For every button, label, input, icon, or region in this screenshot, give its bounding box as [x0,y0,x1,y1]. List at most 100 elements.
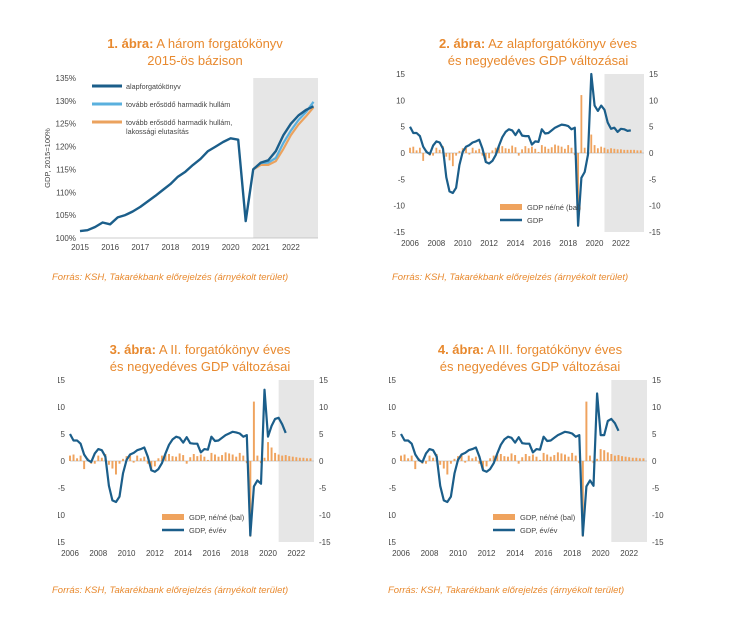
y-tick-label-right: 10 [649,96,658,105]
gdp-qoq-bar [475,150,477,153]
gdp-qoq-bar [69,455,71,461]
gdp-qoq-bar [277,454,280,461]
y-tick-label: 105% [56,211,76,220]
gdp-qoq-bar [524,453,527,461]
y-tick-label-right: -10 [649,202,661,211]
x-tick-label: 2020 [259,549,277,558]
legend-label-line: lakossági elutasítás [126,127,189,136]
gdp-qoq-bar [494,147,497,153]
gdp-qoq-bar [432,457,435,461]
gdp-qoq-bar [305,458,308,461]
x-tick-label: 2019 [192,243,210,252]
legend-label-line: alapforgatókönyv [126,82,181,91]
gdp-qoq-bar [514,455,517,461]
gdp-qoq-bar [478,148,481,153]
x-tick-label: 2022 [620,549,638,558]
gdp-qoq-bar [178,453,181,461]
gdp-qoq-bar [557,145,560,153]
gdp-qoq-bar [571,452,574,461]
gdp-qoq-bar [93,461,96,464]
gdp-qoq-bar [542,452,545,461]
x-tick-label: 2016 [101,243,119,252]
gdp-qoq-bar [122,458,125,461]
x-tick-label: 2008 [89,549,107,558]
chart-4: -15 -15 -10 -10 -5 -5 0 0 5 5 10 10 15 15 2006 2008 2010… [389,376,664,558]
x-tick-label: 2010 [449,549,467,558]
gdp-qoq-bar [550,147,553,153]
gdp-qoq-bar [553,455,556,461]
x-tick-label: 2022 [612,239,630,248]
chart-2-number: 2. ábra: [438,36,486,51]
y-tick-label: 100% [56,234,76,243]
y-tick-label-right: 0 [319,457,324,466]
gdp-qoq-bar [596,458,599,461]
gdp-qoq-bar [465,147,467,153]
gdp-qoq-bar [521,149,523,153]
gdp-qoq-bar [617,455,620,461]
y-tick-label-left: 0 [392,457,397,466]
gdp-qoq-bar [196,456,199,461]
gdp-qoq-bar [535,456,538,461]
gdp-qoq-bar [403,454,406,461]
y-tick-label-right: 15 [649,70,658,79]
x-tick-label: 2018 [563,549,581,558]
gdp-qoq-bar [221,455,224,461]
gdp-qoq-bar [206,459,209,461]
gdp-qoq-bar [546,454,549,461]
y-tick-label: 115% [56,165,76,174]
chart-4-title: 4. ábra: A III. forgatókönyv éves és neg… [370,324,690,375]
chart-3-number: 3. ábra: [109,342,156,357]
y-tick-label-right: 0 [652,457,657,466]
y-tick-label-left: -15 [58,538,66,547]
gdp-qoq-bar [464,461,467,463]
gdp-qoq-bar [448,153,451,161]
x-tick-label: 2014 [174,549,192,558]
x-tick-label: 2018 [559,239,577,248]
gdp-qoq-bar [150,461,153,470]
legend-label-bar: GDP, né/né (bal) [189,513,245,522]
gdp-qoq-bar [488,153,491,159]
y-tick-label-left: 15 [389,376,397,385]
x-tick-label: 2017 [131,243,149,252]
gdp-qoq-bar [460,455,463,461]
gdp-qoq-bar [238,452,241,461]
gdp-qoq-bar [585,401,588,461]
gdp-qoq-bar [418,147,421,153]
gdp-qoq-bar [606,452,609,461]
gdp-qoq-bar [638,458,641,461]
gdp-qoq-bar [203,456,206,461]
gdp-qoq-bar [111,461,114,469]
gdp-qoq-bar [544,146,547,153]
gdp-qoq-bar [136,455,139,461]
gdp-qoq-bar [445,153,448,157]
gdp-qoq-bar [160,455,163,461]
gdp-qoq-bar [539,459,542,461]
gdp-qoq-bar [182,455,185,461]
gdp-qoq-bar [613,148,616,153]
x-tick-label: 2014 [506,549,524,558]
x-tick-label: 2010 [454,239,472,248]
gdp-qoq-bar [628,457,631,461]
gdp-qoq-bar [458,150,461,153]
gdp-qoq-bar [556,452,559,461]
legend-label-bar: GDP, né/né (bal) [520,513,576,522]
gdp-qoq-bar [499,453,502,461]
y-tick-label-right: 5 [649,123,654,132]
gdp-qoq-bar [531,454,534,461]
gdp-qoq-bar [577,153,579,227]
y-tick-label-right: -10 [652,511,664,520]
gdp-qoq-bar [574,455,577,461]
gdp-qoq-bar [599,449,602,461]
chart-1-source: Forrás: KSH, Takarékbank előrejelzés (ár… [52,272,289,283]
y-tick-label-right: 5 [652,430,657,439]
gdp-qoq-bar [100,457,103,461]
gdp-qoq-bar [217,456,220,461]
legend-swatch-bar [500,204,522,210]
chart-4-source: Forrás: KSH, Takarékbank előrejelzés (ár… [388,585,625,596]
gdp-qoq-bar [560,453,563,461]
x-tick-label: 2020 [222,243,240,252]
gdp-qoq-bar [407,458,410,461]
gdp-qoq-bar [79,455,82,461]
x-tick-label: 2018 [231,549,249,558]
gdp-qoq-bar [76,458,79,461]
